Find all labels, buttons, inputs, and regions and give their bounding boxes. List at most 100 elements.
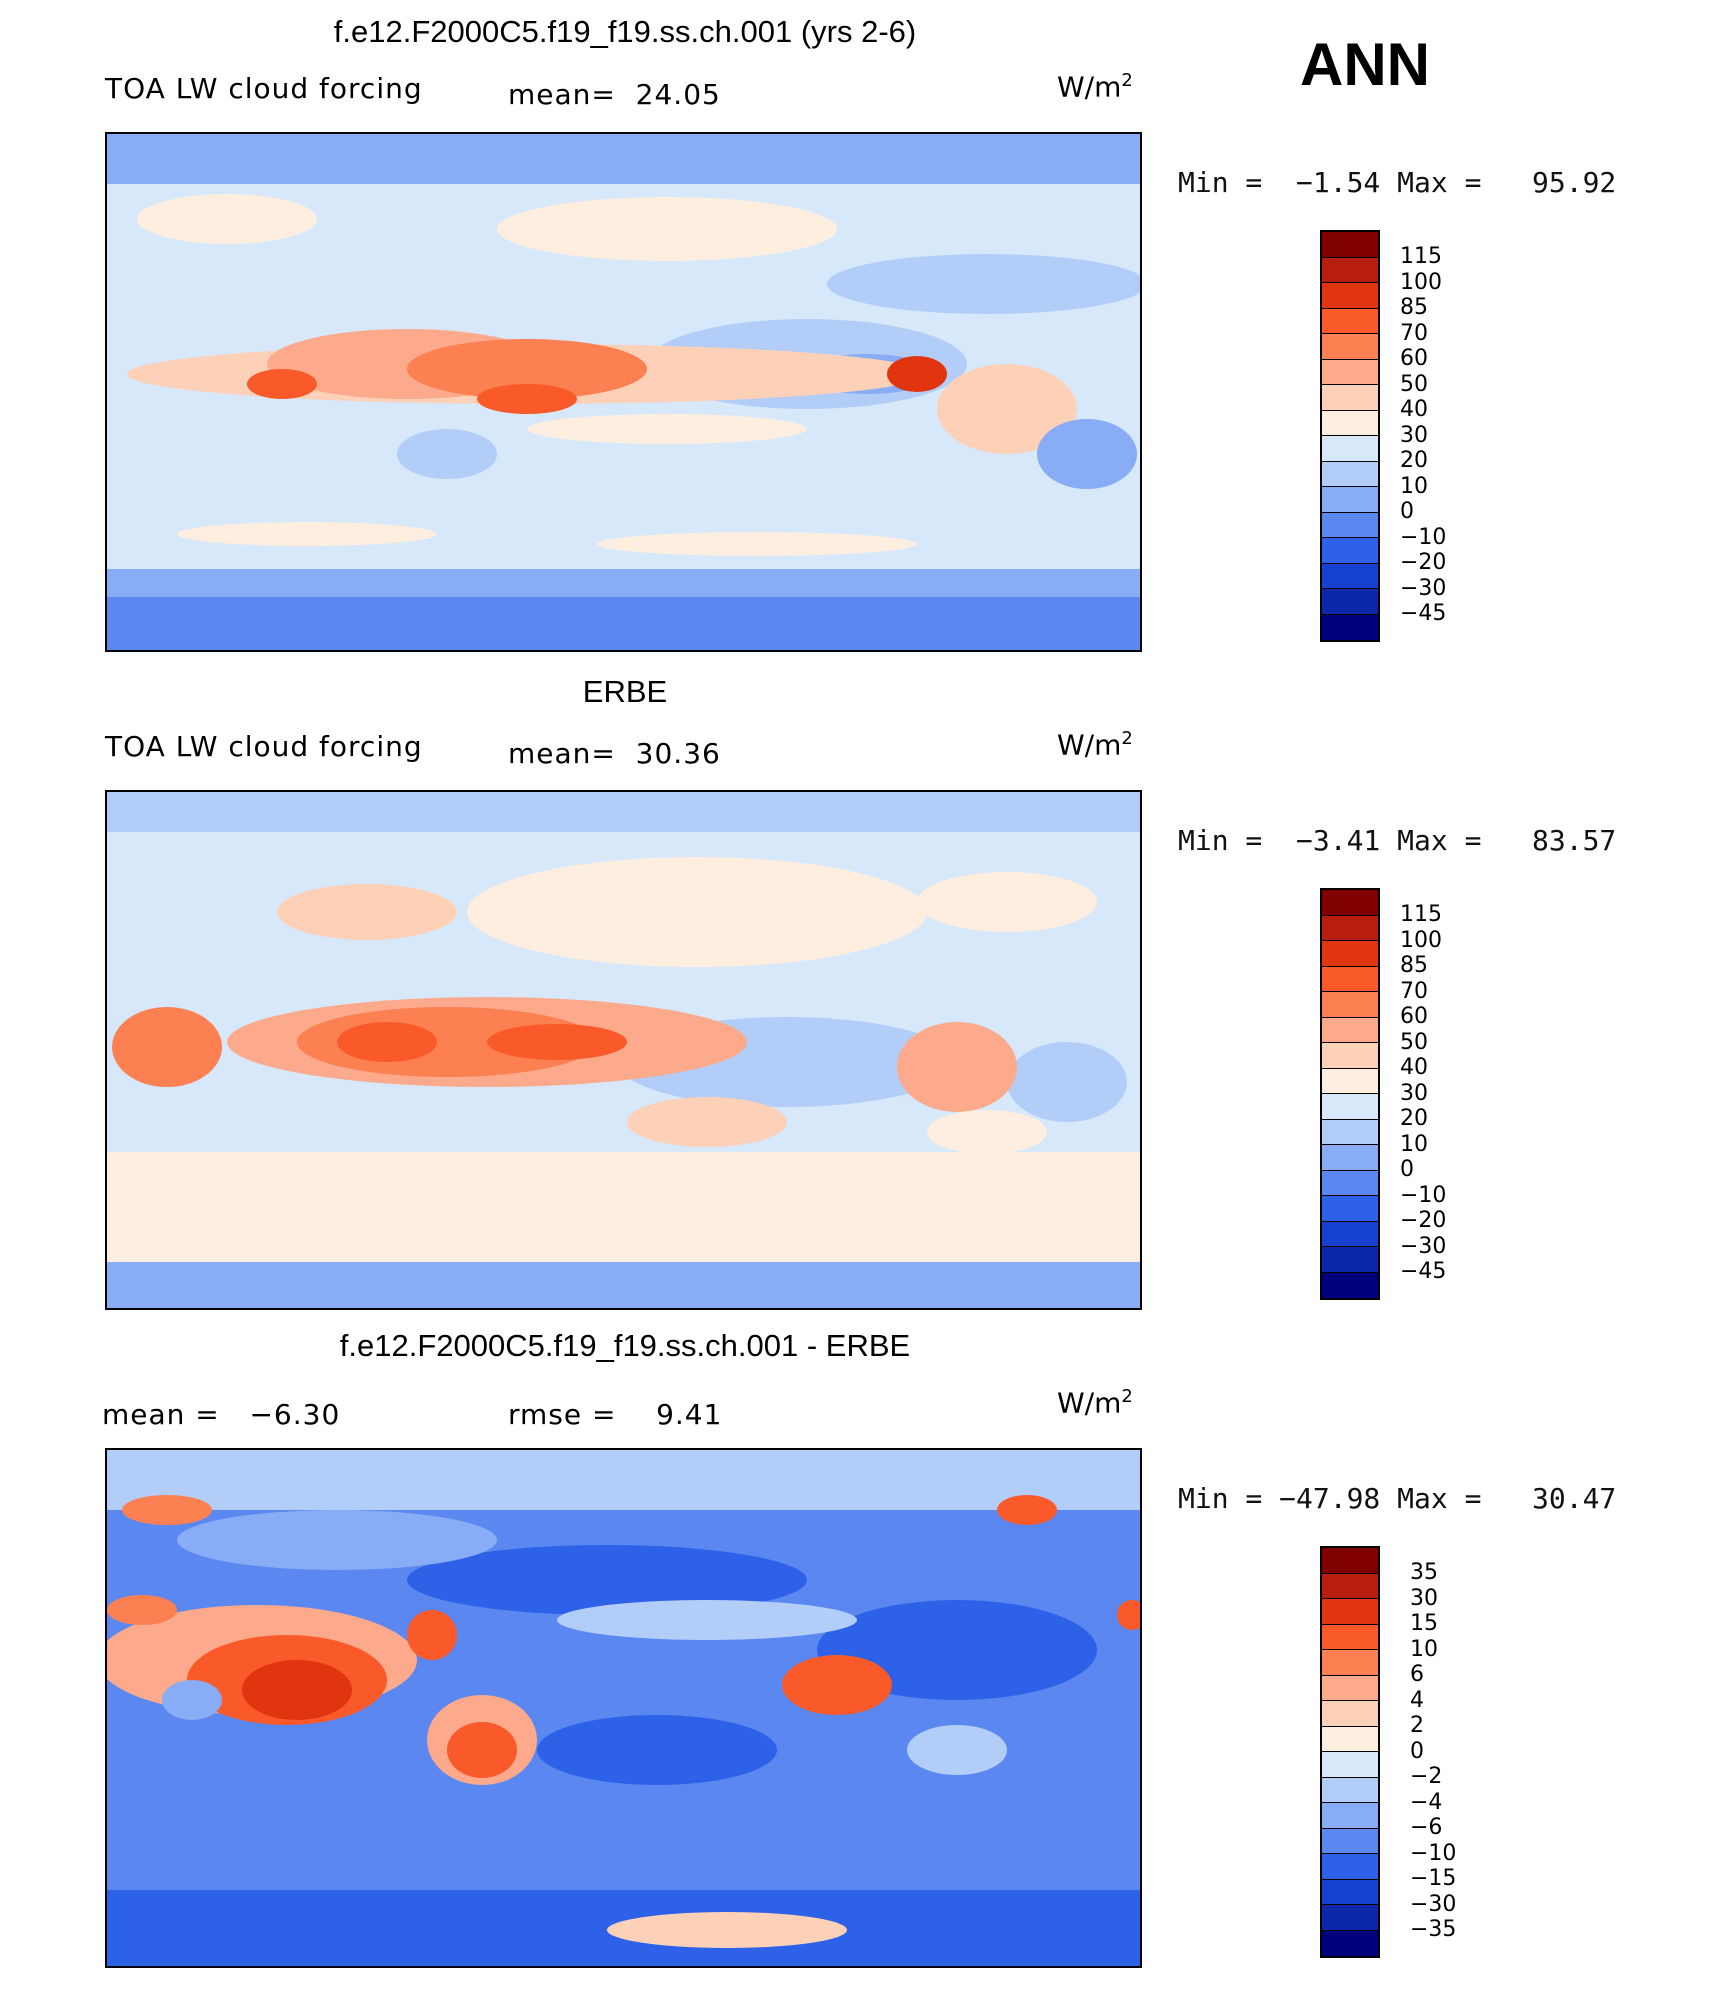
colorbar-swatch [1322, 1905, 1378, 1931]
colorbar-swatch [1322, 487, 1378, 513]
colorbar-swatch [1322, 1624, 1378, 1650]
colorbar-swatch [1322, 1828, 1378, 1854]
panel-1-title: f.e12.F2000C5.f19_f19.ss.ch.001 (yrs 2-6… [333, 14, 917, 49]
colorbar-swatch [1322, 334, 1378, 360]
panel-3-map-field [107, 1450, 1140, 1966]
colorbar-tick-label: −30 [1410, 1891, 1457, 1917]
panel-1-map-field [107, 134, 1140, 650]
colorbar-swatch [1322, 1650, 1378, 1676]
panel-2-variable-label: TOA LW cloud forcing [105, 730, 423, 763]
colorbar-tick-label: 60 [1400, 1004, 1428, 1029]
colorbar-tick-label: 50 [1400, 371, 1428, 397]
colorbar-swatch [1322, 1599, 1378, 1625]
colorbar-tick-label: 20 [1400, 448, 1428, 473]
panel-2-map [105, 790, 1142, 1310]
panel-3-rmse: rmse = 9.41 [508, 1398, 723, 1431]
colorbar-swatch [1322, 1272, 1378, 1298]
colorbar-swatch [1322, 1196, 1378, 1222]
panel-1-colorbar [1320, 230, 1380, 642]
colorbar-swatch [1322, 915, 1378, 941]
panel-2-colorbar-labels: 115 100 85 70 60 50 40 30 20 10 0 −10 −20 −30 −45 [1400, 902, 1446, 1285]
colorbar-swatch [1322, 359, 1378, 385]
colorbar-tick-label: −35 [1410, 1917, 1457, 1942]
colorbar-swatch [1322, 308, 1378, 334]
colorbar-swatch [1322, 1803, 1378, 1829]
colorbar-tick-label: 15 [1410, 1611, 1438, 1636]
panel-3-minmax: Min = −47.98 Max = 30.47 [1178, 1482, 1617, 1515]
colorbar-tick-label: −30 [1400, 575, 1447, 601]
colorbar-tick-label: 85 [1400, 953, 1428, 978]
colorbar-swatch [1322, 1017, 1378, 1043]
panel-1-colorbar-labels: 115 100 85 70 60 50 40 30 20 10 0 −10 −20 −30 −45 [1400, 244, 1446, 627]
colorbar-swatch [1322, 410, 1378, 436]
colorbar-tick-label: −6 [1410, 1815, 1443, 1840]
panel-1-mean: mean= 24.05 [508, 78, 721, 111]
panel-1-units: W/m2 [1057, 70, 1133, 104]
colorbar-tick-label: 30 [1410, 1585, 1438, 1611]
colorbar-tick-label: 0 [1410, 1738, 1424, 1764]
colorbar-tick-label: 35 [1410, 1560, 1438, 1585]
panel-2-units: W/m2 [1057, 728, 1133, 762]
colorbar-swatch [1322, 1247, 1378, 1273]
colorbar-swatch [1322, 1094, 1378, 1120]
panel-2-map-field [107, 792, 1140, 1308]
colorbar-swatch [1322, 283, 1378, 309]
panel-3-colorbar-labels: 35 30 15 10 6 4 2 0 −2 −4 −6 −10 −15 −30 −35 [1410, 1560, 1456, 1943]
colorbar-tick-label: 4 [1410, 1687, 1424, 1713]
colorbar-swatch [1322, 890, 1378, 916]
colorbar-swatch [1322, 1726, 1378, 1752]
colorbar-tick-label: 30 [1400, 422, 1428, 448]
panel-2-mean: mean= 30.36 [508, 737, 721, 770]
colorbar-swatch [1322, 563, 1378, 589]
season-label: ANN [1300, 31, 1430, 98]
colorbar-swatch [1322, 1221, 1378, 1247]
colorbar-tick-label: 0 [1400, 499, 1414, 524]
colorbar-tick-label: 0 [1400, 1157, 1414, 1182]
panel-1-minmax: Min = −1.54 Max = 95.92 [1178, 166, 1617, 199]
colorbar-tick-label: 100 [1400, 927, 1442, 953]
colorbar-tick-label: −45 [1400, 1259, 1447, 1284]
colorbar-swatch [1322, 992, 1378, 1018]
colorbar-swatch [1322, 257, 1378, 283]
colorbar-tick-label: −4 [1410, 1789, 1443, 1815]
colorbar-tick-label: −20 [1400, 550, 1447, 575]
colorbar-swatch [1322, 1145, 1378, 1171]
panel-2-title: ERBE [582, 674, 668, 709]
colorbar-tick-label: −2 [1410, 1764, 1443, 1789]
colorbar-swatch [1322, 589, 1378, 615]
colorbar-swatch [1322, 538, 1378, 564]
colorbar-tick-label: 115 [1400, 244, 1442, 269]
colorbar-swatch [1322, 385, 1378, 411]
colorbar-swatch [1322, 436, 1378, 462]
colorbar-tick-label: 10 [1400, 1131, 1428, 1157]
colorbar-tick-label: 10 [1400, 473, 1428, 499]
colorbar-swatch [1322, 1752, 1378, 1778]
colorbar-tick-label: 40 [1400, 397, 1428, 422]
colorbar-tick-label: 70 [1400, 978, 1428, 1004]
panel-3-map [105, 1448, 1142, 1968]
colorbar-tick-label: −10 [1400, 1182, 1447, 1208]
colorbar-tick-label: −30 [1400, 1233, 1447, 1259]
colorbar-tick-label: −45 [1400, 601, 1447, 626]
colorbar-tick-label: 115 [1400, 902, 1442, 927]
colorbar-tick-label: 6 [1410, 1662, 1424, 1687]
colorbar-swatch [1322, 232, 1378, 258]
colorbar-swatch [1322, 614, 1378, 640]
colorbar-tick-label: 60 [1400, 346, 1428, 371]
panel-3-title: f.e12.F2000C5.f19_f19.ss.ch.001 - ERBE [339, 1328, 911, 1363]
colorbar-swatch [1322, 1854, 1378, 1880]
colorbar-tick-label: 85 [1400, 295, 1428, 320]
panel-2-minmax: Min = −3.41 Max = 83.57 [1178, 824, 1617, 857]
colorbar-tick-label: 100 [1400, 269, 1442, 295]
colorbar-swatch [1322, 1879, 1378, 1905]
colorbar-swatch [1322, 1675, 1378, 1701]
colorbar-swatch [1322, 1930, 1378, 1956]
colorbar-tick-label: 2 [1410, 1713, 1424, 1738]
panel-3-mean: mean = −6.30 [102, 1398, 341, 1431]
colorbar-swatch [1322, 1068, 1378, 1094]
panel-3-colorbar [1320, 1546, 1380, 1958]
colorbar-swatch [1322, 1043, 1378, 1069]
colorbar-tick-label: −10 [1400, 524, 1447, 550]
colorbar-tick-label: 50 [1400, 1029, 1428, 1055]
colorbar-swatch [1322, 1548, 1378, 1574]
